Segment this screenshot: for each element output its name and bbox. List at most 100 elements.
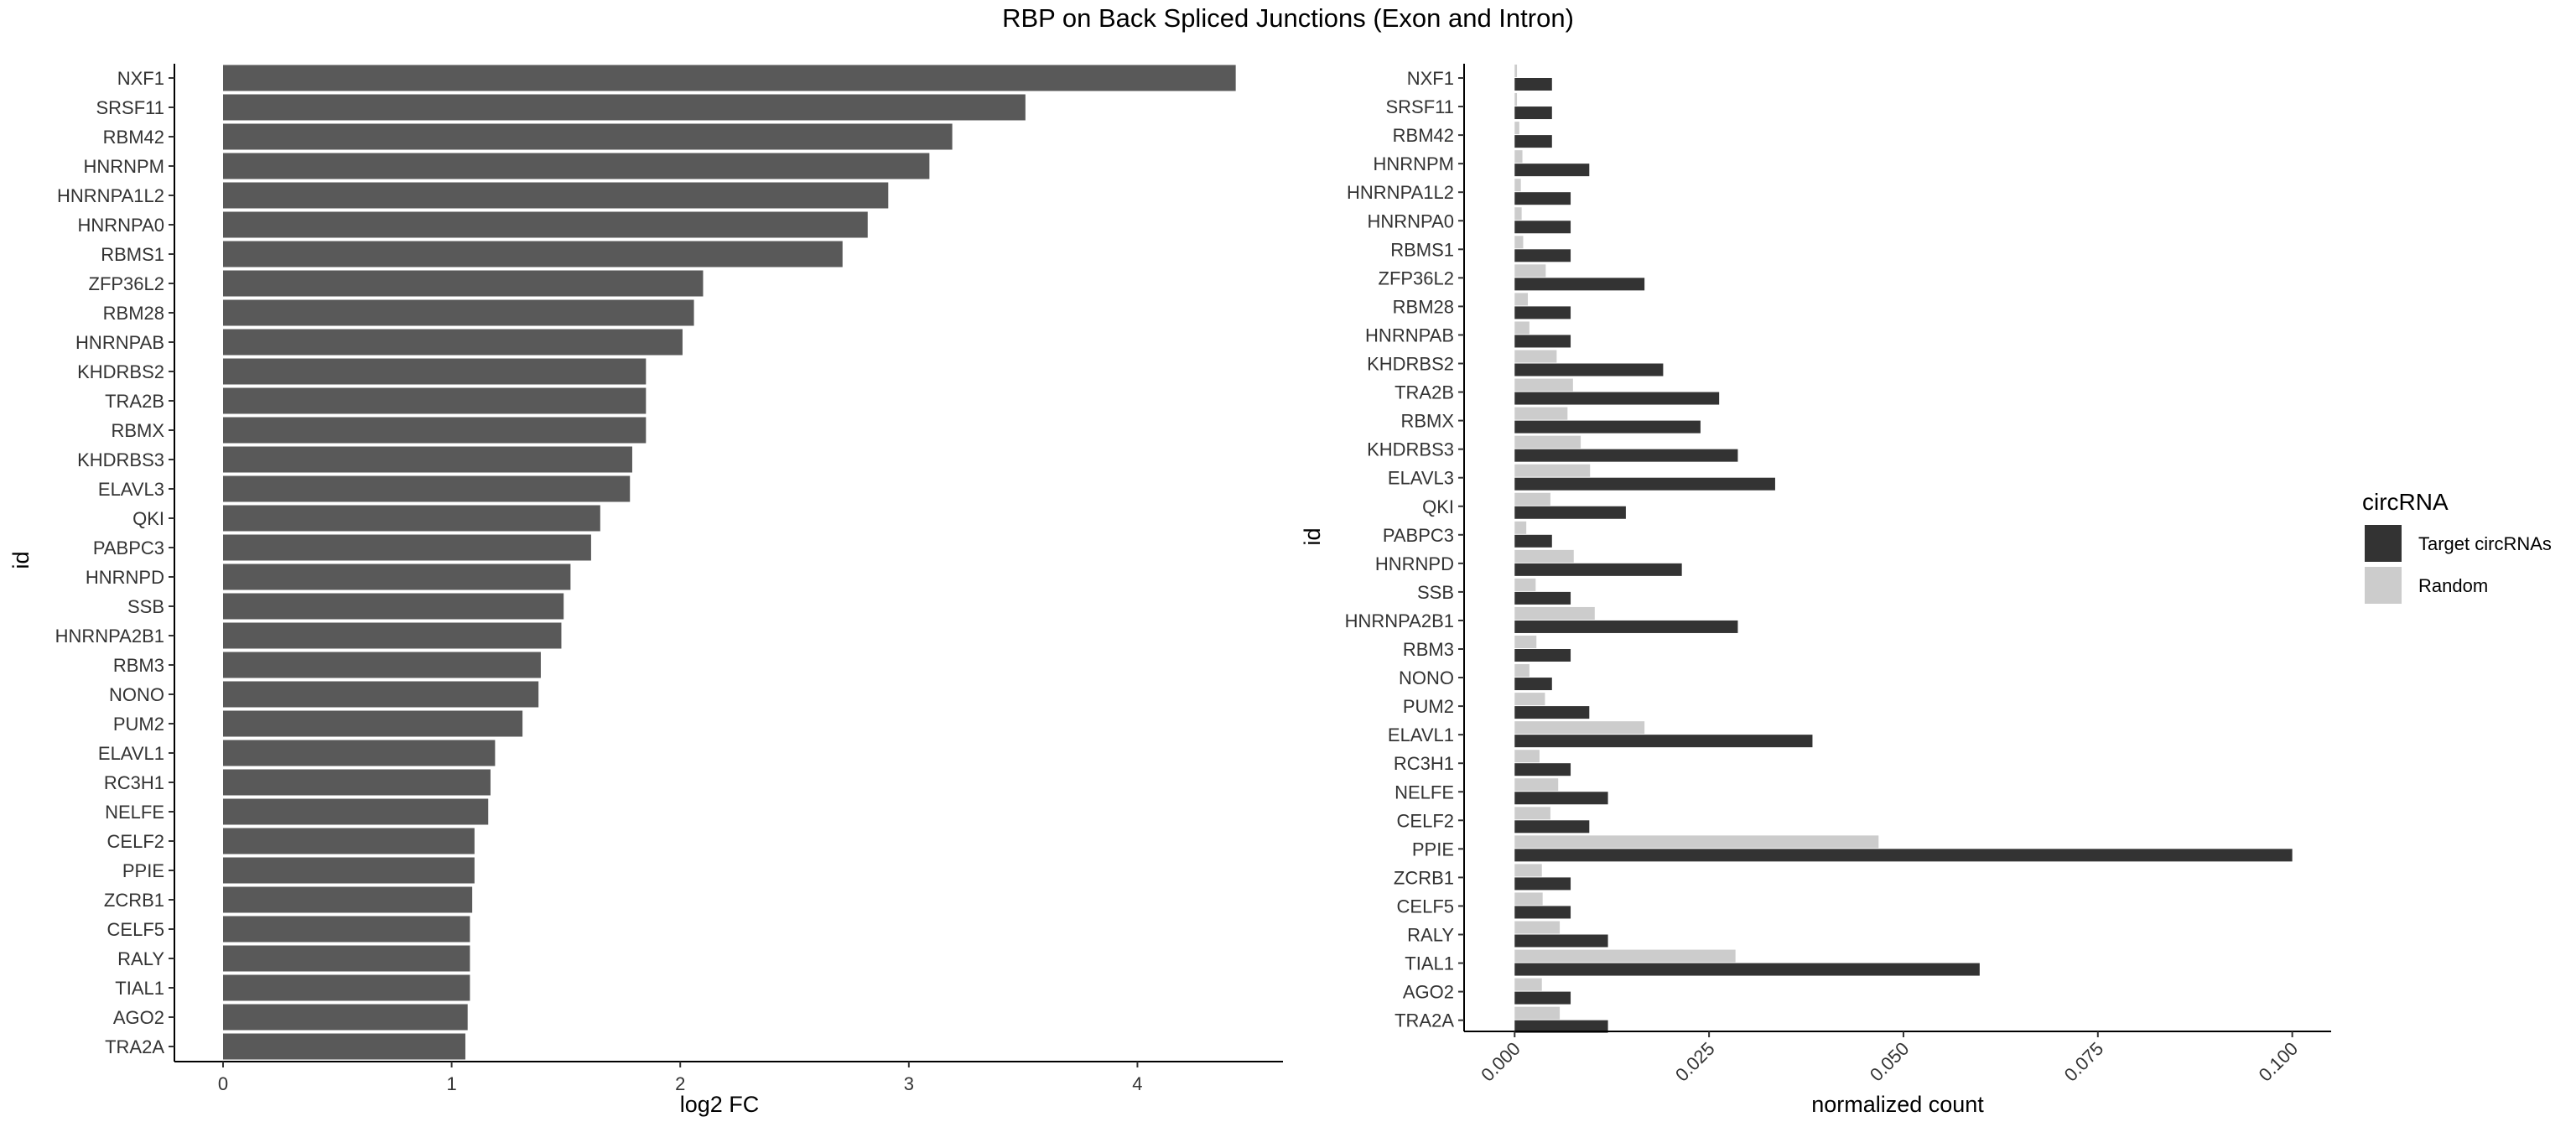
left-y-tick-label-ppie: PPIE: [122, 860, 164, 881]
left-bar-hnrnpd: [223, 564, 571, 590]
right-bar-target-rbmx: [1514, 420, 1701, 434]
left-y-tick-label-khdrbs3: KHDRBS3: [77, 449, 164, 470]
right-bar-random-ago2: [1514, 978, 1542, 991]
legend-title: circRNA: [2362, 489, 2449, 515]
left-bar-rbm42: [223, 123, 953, 150]
left-bar-rbm3: [223, 652, 541, 678]
right-bar-random-celf2: [1514, 807, 1550, 820]
right-y-tick-label-ssb: SSB: [1417, 582, 1454, 603]
left-y-tick-label-tra2b: TRA2B: [105, 391, 164, 412]
right-bar-random-tial1: [1514, 949, 1736, 963]
right-bar-target-nelfe: [1514, 792, 1608, 805]
left-y-tick-label-elavl3: ELAVL3: [98, 479, 164, 500]
left-x-axis-title: log2 FC: [680, 1092, 760, 1117]
right-panel-normalized-count: NXF1 SRSF11 RBM42 HNRNPM HNRNPA1L2 HNRNPA0 RBM…: [1300, 64, 2331, 1117]
right-bar-target-nono: [1514, 678, 1552, 691]
legend-key-random: [2365, 567, 2402, 604]
right-bar-target-qki: [1514, 506, 1626, 519]
right-bar-random-hnrnpd: [1514, 549, 1574, 563]
right-bar-target-pum2: [1514, 706, 1590, 719]
left-y-tick-label-rbms1: RBMS1: [101, 244, 164, 265]
right-y-tick-label-srsf11: SRSF11: [1385, 96, 1454, 117]
left-bar-celf2: [223, 828, 475, 854]
right-bar-random-khdrbs3: [1514, 435, 1581, 449]
left-bar-pum2: [223, 710, 523, 737]
legend-label-random: Random: [2418, 575, 2488, 596]
right-x-tick-label-0-050: 0.050: [1866, 1038, 1914, 1086]
right-bar-random-zcrb1: [1514, 864, 1542, 877]
left-bar-zfp36l2: [223, 270, 704, 297]
right-bar-random-ppie: [1514, 835, 1879, 849]
left-x-tick-label-0: 0: [218, 1073, 228, 1094]
right-bar-random-hnrnpm: [1514, 150, 1523, 164]
right-bar-target-pabpc3: [1514, 534, 1552, 548]
left-bar-qki: [223, 505, 600, 532]
left-y-tick-label-celf5: CELF5: [107, 919, 164, 940]
right-bar-target-hnrnpa0: [1514, 221, 1571, 234]
right-bar-target-rbm3: [1514, 649, 1571, 662]
left-y-tick-label-raly: RALY: [117, 948, 164, 969]
left-y-tick-label-tial1: TIAL1: [115, 978, 164, 999]
right-bar-random-rbm3: [1514, 636, 1537, 648]
right-y-tick-label-tra2a: TRA2A: [1394, 1010, 1454, 1031]
right-bar-random-rc3h1: [1514, 750, 1540, 763]
right-y-tick-label-hnrnpa1l2: HNRNPA1L2: [1347, 182, 1454, 203]
right-y-ticks: NXF1 SRSF11 RBM42 HNRNPM HNRNPA1L2 HNRNPA0 RBM…: [1345, 68, 1464, 1031]
left-bar-raly: [223, 945, 470, 972]
right-bar-target-hnrnpab: [1514, 335, 1571, 348]
right-bar-target-elavl1: [1514, 735, 1813, 748]
left-x-tick-label-4: 4: [1132, 1073, 1142, 1094]
right-y-tick-label-hnrnpm: HNRNPM: [1373, 153, 1454, 174]
left-bar-rbmx: [223, 417, 647, 444]
left-bar-hnrnpa1l2: [223, 182, 889, 209]
right-bar-random-nono: [1514, 664, 1530, 678]
left-bar-srsf11: [223, 94, 1026, 121]
right-bar-random-zfp36l2: [1514, 264, 1546, 278]
right-bar-random-elavl1: [1514, 721, 1645, 735]
right-y-tick-label-zfp36l2: ZFP36L2: [1379, 267, 1455, 288]
left-y-tick-label-hnrnpa0: HNRNPA0: [77, 215, 164, 236]
right-y-tick-label-nono: NONO: [1399, 667, 1454, 688]
left-bar-tra2b: [223, 387, 647, 414]
right-bar-target-tra2b: [1514, 392, 1720, 405]
right-bar-random-rbm42: [1514, 122, 1519, 135]
left-bar-zcrb1: [223, 886, 473, 913]
left-y-tick-label-rc3h1: RC3H1: [104, 772, 164, 793]
right-bar-target-tra2a: [1514, 1020, 1608, 1033]
right-bar-random-nxf1: [1514, 65, 1518, 77]
right-y-tick-label-nxf1: NXF1: [1407, 68, 1454, 89]
right-y-tick-label-zcrb1: ZCRB1: [1394, 867, 1454, 888]
left-bar-nelfe: [223, 798, 489, 825]
right-y-tick-label-qki: QKI: [1422, 496, 1454, 517]
right-y-tick-label-pum2: PUM2: [1403, 696, 1454, 717]
right-y-tick-label-hnrnpd: HNRNPD: [1375, 553, 1454, 574]
right-y-axis-title: id: [1300, 527, 1325, 545]
right-bar-random-hnrnpa2b1: [1514, 606, 1595, 620]
right-y-tick-label-hnrnpa2b1: HNRNPA2B1: [1345, 610, 1454, 631]
right-y-tick-label-ppie: PPIE: [1412, 839, 1454, 860]
left-bar-rbms1: [223, 241, 843, 267]
right-bar-target-rbm42: [1514, 135, 1552, 148]
left-y-tick-label-hnrnpa1l2: HNRNPA1L2: [57, 185, 164, 206]
left-y-tick-label-ago2: AGO2: [113, 1007, 164, 1028]
right-bar-random-hnrnpa1l2: [1514, 179, 1521, 192]
left-x-tick-label-1: 1: [446, 1073, 456, 1094]
left-bar-nono: [223, 681, 539, 708]
left-y-tick-label-rbmx: RBMX: [111, 420, 164, 441]
right-y-tick-label-rbms1: RBMS1: [1390, 239, 1454, 260]
left-bar-celf5: [223, 916, 470, 943]
right-bar-random-celf5: [1514, 892, 1543, 906]
right-bar-target-khdrbs2: [1514, 363, 1664, 377]
right-bar-target-zfp36l2: [1514, 278, 1645, 291]
right-y-tick-label-pabpc3: PABPC3: [1383, 525, 1454, 546]
right-y-tick-label-hnrnpa0: HNRNPA0: [1367, 210, 1454, 231]
right-bar-target-elavl3: [1514, 477, 1775, 491]
left-panel-log2fc: NXF1 SRSF11 RBM42 HNRNPM HNRNPA1L2 HNRNPA0 RBM…: [8, 64, 1283, 1117]
right-x-ticks: 0.000 0.025 0.050 0.075 0.100: [1477, 1031, 2302, 1085]
left-y-ticks: NXF1 SRSF11 RBM42 HNRNPM HNRNPA1L2 HNRNPA0 RBM…: [55, 68, 174, 1057]
left-bar-tial1: [223, 974, 470, 1001]
left-y-axis-title: id: [8, 551, 34, 569]
right-bar-random-tra2a: [1514, 1006, 1561, 1020]
